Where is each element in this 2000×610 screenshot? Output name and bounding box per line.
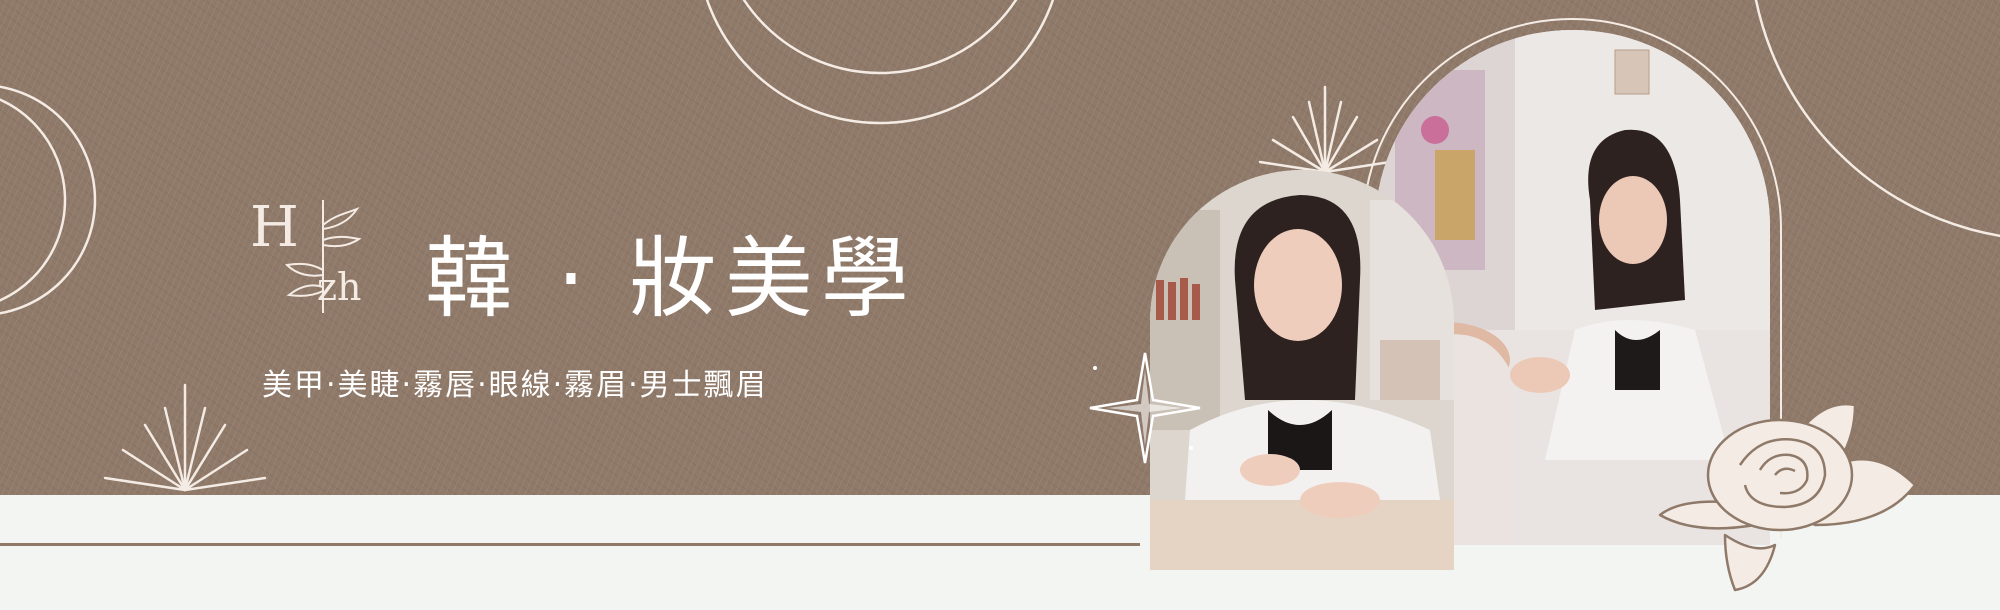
sparkle-icon	[1089, 352, 1201, 464]
photo-nail-treatment	[1150, 170, 1454, 570]
logo-letters-zh: zh	[317, 265, 362, 309]
accent-line	[0, 543, 1140, 546]
page-title: 韓 · 妝美學	[425, 227, 917, 330]
logo-letter-h: H	[250, 195, 299, 260]
rose-icon	[1658, 402, 1917, 592]
brand-logo: H zh	[245, 195, 380, 320]
service-list: 美甲‧美睫‧霧唇‧眼線‧霧眉‧男士飄眉	[262, 368, 768, 403]
sunburst-icon	[1258, 85, 1392, 174]
sunburst-icon	[103, 383, 267, 492]
leaf-branch-icon	[284, 200, 362, 313]
